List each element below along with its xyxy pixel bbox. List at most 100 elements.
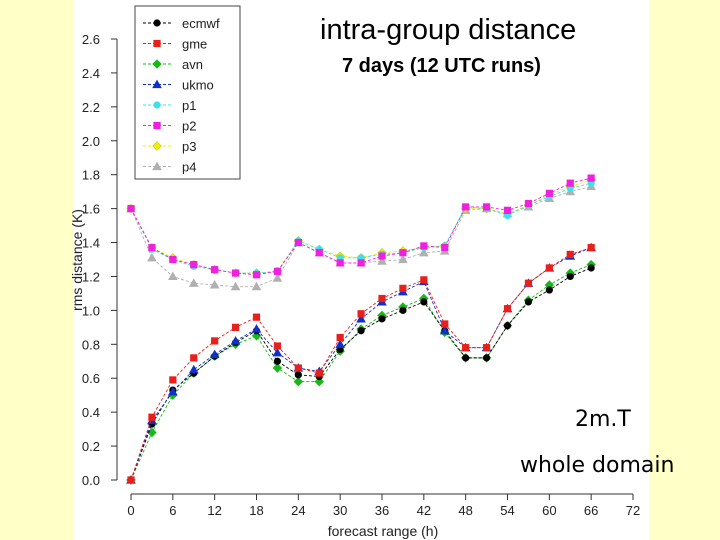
series-line-ukmo [130,247,592,481]
x-tick-label: 42 [417,503,431,518]
y-tick-label: 0.6 [82,371,100,386]
data-point-p2 [127,205,135,213]
data-point-gme [524,279,533,287]
legend-label: p2 [182,119,196,134]
data-point-gme [211,337,219,345]
data-point-avn [293,376,304,387]
legend-label: p1 [182,98,196,113]
y-axis-label: rms distance (K) [69,209,85,311]
data-point-ukmo [335,339,345,348]
legend-entry-ecmwf: ecmwf [143,16,220,31]
series-line-ecmwf [130,267,592,481]
data-point-p4 [168,271,178,281]
legend-marker [153,101,161,109]
data-point-p2 [169,255,177,264]
legend: ecmwf gme avn ukmo p1 p2 p3 p4 [134,5,241,180]
axes: 0.0 0.2 0.4 0.6 0.8 1.0 1.2 1.4 1.6 1.8 2.0 2.2 2.4 2… [82,32,640,518]
series-gme [127,244,595,484]
data-point-ecmwf [294,371,302,379]
data-point-ukmo [272,347,283,357]
data-point-gme [294,364,302,372]
y-tick-label: 2.6 [82,32,100,47]
domain-annotation: whole domain [520,453,675,478]
data-point-gme [482,344,491,352]
data-point-p2 [462,203,470,211]
series-line-p1 [130,182,592,274]
data-point-avn [314,376,324,387]
data-point-p4 [147,252,157,262]
data-point-p2 [294,238,302,247]
data-point-ecmwf [462,354,470,362]
y-tick-label: 0.8 [82,337,100,352]
legend-box [134,5,241,180]
data-point-p2 [399,249,407,257]
y-tick-label: 0.2 [82,439,100,454]
y-tick-label: 2.4 [82,66,100,81]
data-point-ukmo [230,336,241,345]
data-point-p2 [441,244,449,252]
legend-label: ukmo [182,78,214,93]
x-axis-label: forecast range (h) [328,523,439,539]
data-point-p2 [587,174,595,182]
data-point-ecmwf [482,354,491,362]
x-tick-label: 30 [333,503,347,518]
data-point-p2 [231,269,240,277]
data-point-gme [357,310,365,318]
data-point-gme [315,369,323,377]
data-point-p2 [357,259,365,267]
series-line-avn [130,264,592,481]
chart-title: intra-group distance [320,14,577,46]
data-point-p2 [211,266,219,274]
chart-subtitle: 7 days (12 UTC runs) [342,55,541,77]
data-point-ecmwf [587,264,595,272]
series-line-gme [130,247,592,481]
data-point-gme [231,323,240,331]
y-tick-label: 1.0 [82,303,100,318]
legend-entry-ukmo: ukmo [143,78,214,93]
data-point-gme [190,354,198,362]
data-point-gme [252,313,261,321]
y-tick-label: 1.4 [82,236,100,251]
legend-marker [153,121,161,130]
legend-marker [153,19,161,27]
data-point-ukmo [188,364,199,374]
legend-label: p4 [182,160,196,175]
legend-entry-p1: p1 [143,98,196,113]
legend-label: avn [182,57,203,72]
y-tick-label: 1.8 [82,168,100,183]
x-tick-label: 48 [458,503,472,518]
data-point-p2 [315,249,323,257]
data-point-ecmwf [524,298,533,306]
data-point-ecmwf [378,315,386,323]
data-point-p4 [251,281,262,291]
data-point-p2 [503,206,512,214]
data-point-gme [587,244,595,252]
data-point-ukmo [209,349,220,359]
series-p4 [126,181,596,291]
y-tick-label: 0.0 [82,473,100,488]
data-point-ecmwf [399,306,407,314]
data-point-gme [462,344,470,352]
data-point-p2 [378,252,386,260]
data-point-gme [399,284,407,292]
data-point-p2 [273,267,282,275]
data-point-p4 [398,254,408,264]
data-point-p2 [190,260,198,269]
data-point-p4 [188,278,199,287]
data-point-gme [441,320,449,328]
variable-annotation: 2m.T [575,407,631,432]
data-point-ecmwf [420,298,428,306]
data-point-p4 [377,256,387,265]
data-point-p2 [482,203,491,211]
data-point-ukmo [168,386,178,396]
data-point-gme [566,250,574,259]
data-point-gme [169,376,177,384]
x-tick-label: 18 [249,503,263,518]
legend-marker [152,141,162,151]
data-point-p2 [148,244,156,252]
data-point-p4 [230,281,241,291]
data-point-p4 [209,280,220,289]
data-point-gme [378,294,386,303]
